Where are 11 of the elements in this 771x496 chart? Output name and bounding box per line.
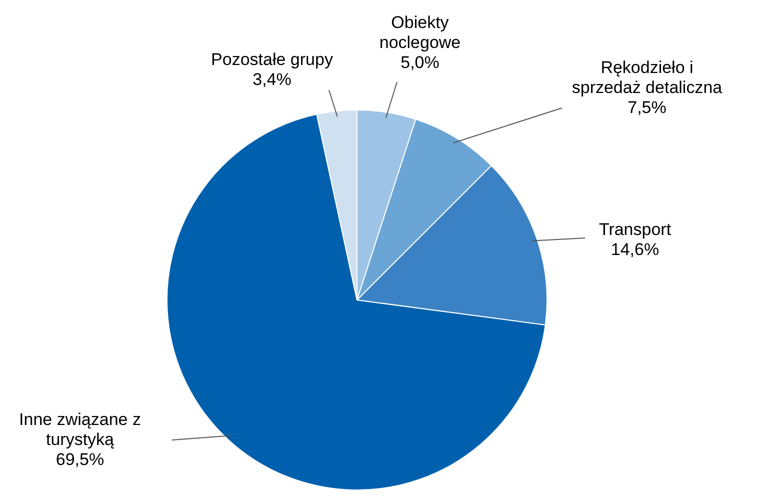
data-label: 5,0% [400, 53, 440, 72]
slice-label: Inne związane z turystyką [19, 410, 141, 449]
data-label: 7,5% [628, 98, 666, 117]
data-label: 14,6% [610, 240, 660, 259]
data-label: 69,5% [56, 450, 104, 469]
slice-label: Obiekty noclegowe [379, 13, 461, 52]
pie-slice [166, 114, 546, 490]
data-label: 3,4% [252, 70, 292, 89]
slice-label: Pozostałe grupy [211, 50, 334, 69]
slice-label: Rękodzieło i sprzedaż detaliczna [572, 58, 723, 97]
slice-label: Transport [598, 220, 672, 239]
